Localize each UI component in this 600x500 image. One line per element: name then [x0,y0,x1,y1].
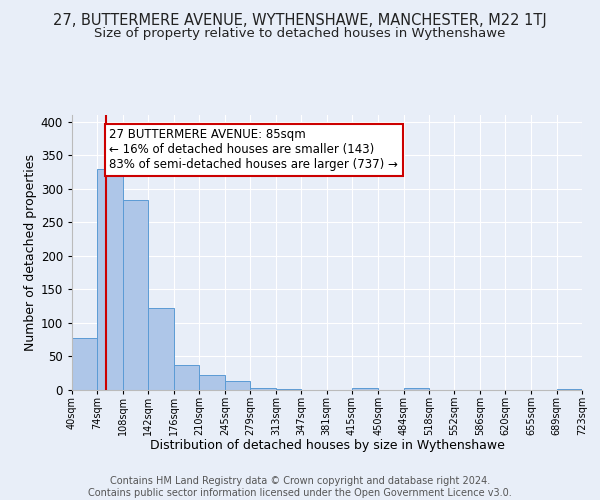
Bar [225,380,250,390]
X-axis label: Distribution of detached houses by size in Wythenshawe: Distribution of detached houses by size … [149,439,505,452]
Text: Contains HM Land Registry data © Crown copyright and database right 2024.
Contai: Contains HM Land Registry data © Crown c… [88,476,512,498]
Bar [250,388,276,390]
Bar [404,388,429,390]
Bar [148,308,173,390]
Bar [97,168,123,390]
Bar [72,338,97,390]
Bar [173,365,199,390]
Bar [199,374,225,390]
Y-axis label: Number of detached properties: Number of detached properties [23,154,37,351]
Bar [123,200,148,390]
Text: Size of property relative to detached houses in Wythenshawe: Size of property relative to detached ho… [94,28,506,40]
Text: 27 BUTTERMERE AVENUE: 85sqm
← 16% of detached houses are smaller (143)
83% of se: 27 BUTTERMERE AVENUE: 85sqm ← 16% of det… [109,128,398,172]
Bar [557,388,582,390]
Text: 27, BUTTERMERE AVENUE, WYTHENSHAWE, MANCHESTER, M22 1TJ: 27, BUTTERMERE AVENUE, WYTHENSHAWE, MANC… [53,12,547,28]
Bar [352,388,378,390]
